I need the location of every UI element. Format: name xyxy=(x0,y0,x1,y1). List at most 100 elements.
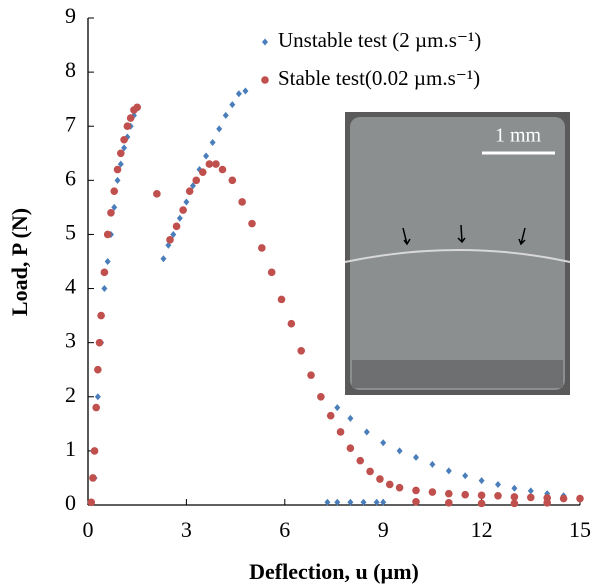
data-point xyxy=(334,498,341,506)
data-point xyxy=(110,187,119,195)
data-point xyxy=(334,404,341,412)
data-point xyxy=(317,392,325,401)
data-point xyxy=(117,149,125,158)
data-point xyxy=(478,477,485,485)
data-point xyxy=(462,472,469,480)
data-point xyxy=(445,499,453,507)
data-point xyxy=(248,219,256,228)
data-point xyxy=(380,439,387,447)
data-point xyxy=(494,492,502,500)
data-point xyxy=(101,285,108,293)
x-axis-label: Deflection, u (µm) xyxy=(249,559,419,584)
data-point xyxy=(94,365,102,374)
data-point xyxy=(121,144,128,152)
data-point xyxy=(111,203,118,211)
data-point xyxy=(126,114,135,122)
data-point xyxy=(347,498,354,506)
data-point xyxy=(216,125,223,133)
x-tick-label: 3 xyxy=(181,517,192,542)
data-point xyxy=(133,103,141,112)
data-point xyxy=(238,198,246,206)
inset-shadow xyxy=(352,360,563,388)
data-point xyxy=(228,176,237,185)
data-point xyxy=(267,268,276,277)
data-point xyxy=(222,111,229,119)
y-tick-label: 2 xyxy=(65,382,76,407)
y-tick-label: 9 xyxy=(65,3,76,28)
data-point xyxy=(117,160,124,168)
data-point xyxy=(107,209,115,217)
y-tick-label: 6 xyxy=(65,165,76,190)
y-tick-label: 4 xyxy=(65,274,76,299)
data-point xyxy=(212,160,220,168)
data-point xyxy=(477,491,486,500)
data-point xyxy=(203,152,210,160)
data-point xyxy=(103,230,112,239)
data-point xyxy=(412,486,420,495)
data-point xyxy=(95,338,104,347)
data-point xyxy=(336,428,345,436)
data-point xyxy=(559,494,568,503)
data-point xyxy=(258,244,266,252)
x-tick-label: 9 xyxy=(378,517,389,542)
data-point xyxy=(396,447,403,455)
data-point xyxy=(172,222,181,231)
data-point xyxy=(413,453,419,461)
data-point xyxy=(183,198,190,206)
x-tick-label: 15 xyxy=(569,517,591,542)
data-point xyxy=(114,176,121,184)
x-tick-label: 6 xyxy=(279,517,290,542)
y-tick-label: 5 xyxy=(65,219,76,244)
data-point xyxy=(511,484,518,492)
data-point xyxy=(166,236,174,244)
data-point xyxy=(366,467,374,476)
data-point xyxy=(376,475,384,483)
data-point xyxy=(477,499,486,508)
data-point xyxy=(380,498,387,506)
data-point xyxy=(495,480,501,488)
scale-label: 1 mm xyxy=(495,125,542,147)
data-point xyxy=(428,488,437,496)
data-point xyxy=(92,403,100,412)
data-point xyxy=(218,165,227,174)
data-point xyxy=(199,168,207,177)
data-point xyxy=(189,182,196,190)
data-point xyxy=(527,493,535,502)
data-point xyxy=(153,190,161,198)
data-point xyxy=(209,138,216,146)
data-point xyxy=(543,499,551,507)
data-point xyxy=(242,87,249,95)
data-point xyxy=(120,135,128,144)
legend-marker xyxy=(262,38,268,46)
data-point xyxy=(307,371,315,379)
data-point xyxy=(395,483,404,492)
data-point xyxy=(113,165,122,174)
inset-image xyxy=(350,117,565,390)
x-tick-label: 0 xyxy=(83,517,94,542)
data-point xyxy=(160,255,167,263)
data-point xyxy=(356,456,365,465)
data-point xyxy=(324,498,331,506)
crack-line xyxy=(344,249,571,263)
y-tick-label: 7 xyxy=(65,111,76,136)
y-tick-label: 0 xyxy=(65,490,76,515)
data-point xyxy=(576,494,584,503)
data-point xyxy=(287,319,296,328)
data-point xyxy=(363,428,370,436)
data-point xyxy=(89,474,97,482)
data-point xyxy=(527,487,534,495)
data-point xyxy=(445,467,452,475)
data-point xyxy=(297,346,306,355)
data-point xyxy=(235,90,242,98)
data-point xyxy=(412,497,420,506)
data-point xyxy=(360,498,367,506)
y-tick-label: 1 xyxy=(65,436,76,461)
arrows xyxy=(402,224,526,246)
data-point xyxy=(90,447,99,455)
data-point xyxy=(205,160,214,168)
y-tick-label: 3 xyxy=(65,328,76,353)
inset-photo: 1 mm xyxy=(344,112,571,395)
data-point xyxy=(94,393,101,401)
legend-label: Stable test(0.02 µm.s⁻¹) xyxy=(278,66,480,90)
